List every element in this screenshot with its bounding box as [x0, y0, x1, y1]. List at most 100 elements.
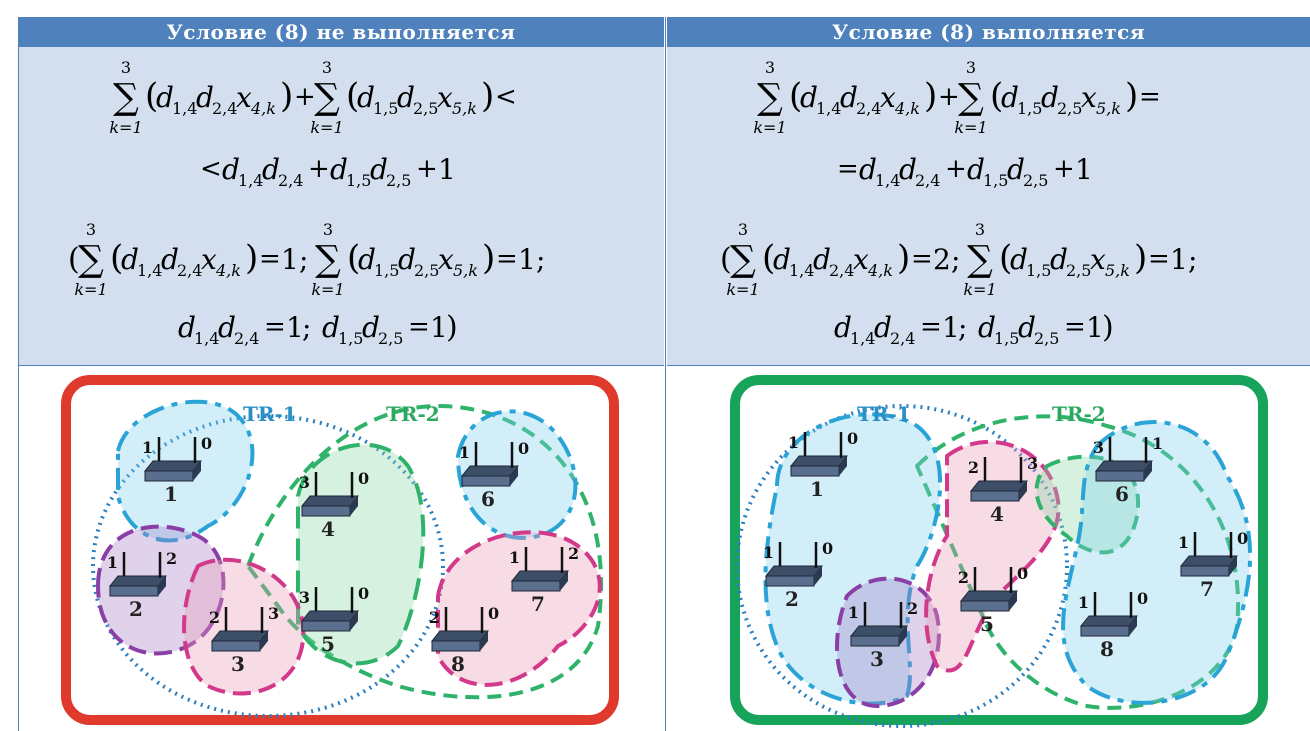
cluster-3: [182, 557, 306, 696]
router-icon: 1 0 2: [763, 539, 833, 611]
formula-glyph: d: [218, 311, 236, 344]
sum-lower-limit: k=1: [109, 118, 142, 137]
sum-lower-limit: k=1: [954, 118, 987, 137]
formula-glyph: d: [156, 81, 174, 114]
formula-number: 1: [1170, 243, 1188, 276]
router-right-port: 0: [822, 539, 833, 558]
subscript: 2,5: [1023, 171, 1048, 190]
router-right-port: 2: [907, 599, 918, 618]
left-formula-cell: [18, 47, 664, 366]
router-icon: 3 0 4: [299, 469, 369, 541]
subscript: 5,k: [1096, 99, 1121, 118]
router-icon: 2 0 5: [958, 564, 1028, 636]
sum-sign: ∑: [113, 77, 139, 118]
router-right-port: 0: [488, 604, 499, 623]
paren: ): [446, 310, 458, 345]
tr1-label: TR-1: [857, 402, 911, 426]
router-number: 3: [231, 652, 245, 676]
router-icon: 1 0 1: [788, 429, 858, 501]
tr2-boundary: [246, 404, 604, 700]
formula-glyph: d: [358, 243, 376, 276]
formula-glyph: d: [967, 153, 985, 186]
subscript: 1,5: [1017, 99, 1042, 118]
formula-number: 1: [286, 311, 304, 344]
paren: ): [1134, 238, 1147, 278]
router-number: 3: [870, 647, 884, 671]
formula-number: 1: [430, 311, 448, 344]
router-left-port: 1: [1078, 593, 1089, 612]
paren: ): [924, 76, 937, 116]
router-right-port: 0: [358, 584, 369, 603]
subscript: 2,5: [413, 99, 438, 118]
plus-sign: +: [945, 154, 967, 184]
semicolon: ;: [958, 311, 967, 344]
subscript: 1,4: [875, 171, 900, 190]
formula-glyph: d: [370, 153, 388, 186]
sum-sign: ∑: [315, 239, 341, 280]
formula-glyph: x: [1090, 243, 1106, 276]
semicolon: ;: [299, 243, 308, 276]
router-number: 4: [321, 517, 335, 541]
router-left-port: 1: [459, 443, 470, 462]
formula-glyph: d: [1018, 311, 1036, 344]
tr1-label: TR-1: [243, 402, 297, 426]
subscript: 5,k: [1105, 261, 1130, 280]
subscript: 1,4: [172, 99, 197, 118]
relation-sign: <: [200, 154, 222, 184]
subscript: 2,4: [890, 329, 915, 348]
subscript: 2,4: [234, 329, 259, 348]
formula-glyph: d: [978, 311, 996, 344]
router-number: 1: [164, 482, 178, 506]
router-right-port: 3: [1027, 454, 1038, 473]
router-right-port: 3: [268, 604, 279, 623]
subscript: 2,5: [1034, 329, 1059, 348]
subscript: 4,k: [867, 261, 893, 280]
formula-glyph: d: [121, 243, 139, 276]
router-number: 6: [1115, 482, 1129, 506]
subscript: 1,5: [374, 261, 399, 280]
relation-sign: =: [1148, 244, 1170, 274]
left-network-diagram: TR-1 TR-21 011 22 2 333 043 051 061 272 08: [61, 375, 619, 725]
sum-upper-limit: 3: [323, 220, 333, 239]
formula-glyph: d: [874, 311, 892, 344]
subscript: 5,k: [452, 99, 477, 118]
formula-glyph: d: [262, 153, 280, 186]
paren: (: [720, 242, 732, 277]
sum-lower-limit: k=1: [753, 118, 786, 137]
subscript: 1,4: [789, 261, 814, 280]
formula-glyph: d: [397, 81, 415, 114]
formula-number: 1: [438, 153, 456, 186]
paren: (: [346, 76, 359, 116]
formula-glyph: d: [800, 81, 818, 114]
subscript: 4,k: [894, 99, 920, 118]
sum-upper-limit: 3: [121, 58, 131, 77]
paren: (: [68, 242, 80, 277]
semicolon: ;: [536, 243, 545, 276]
router-left-port: 1: [848, 603, 859, 622]
formula-glyph: x: [880, 81, 896, 114]
router-right-port: 0: [201, 434, 212, 453]
router-number: 2: [129, 597, 143, 621]
router-left-port: 3: [299, 473, 310, 492]
subscript: 1,5: [1026, 261, 1051, 280]
formula-number: 1: [281, 243, 299, 276]
paren: (: [762, 238, 775, 278]
sum-sign: ∑: [757, 77, 783, 118]
semicolon: ;: [1188, 243, 1197, 276]
router-icon: 1 2 3: [848, 599, 918, 671]
right-column-header: Условие (8) выполняется: [667, 17, 1310, 47]
router-right-port: 1: [1152, 434, 1163, 453]
subscript: 1,4: [816, 99, 841, 118]
formula-glyph: d: [773, 243, 791, 276]
router-left-port: 2: [958, 568, 969, 587]
right-formula-cell: [667, 47, 1310, 366]
formula-glyph: x: [438, 243, 454, 276]
formula-glyph: d: [398, 243, 416, 276]
plus-sign: +: [308, 154, 330, 184]
formula-glyph: d: [1010, 243, 1028, 276]
formula-glyph: d: [362, 311, 380, 344]
formula-glyph: d: [330, 153, 348, 186]
sum-sign: ∑: [78, 239, 104, 280]
subscript: 2,4: [915, 171, 940, 190]
formula-glyph: d: [1001, 81, 1019, 114]
